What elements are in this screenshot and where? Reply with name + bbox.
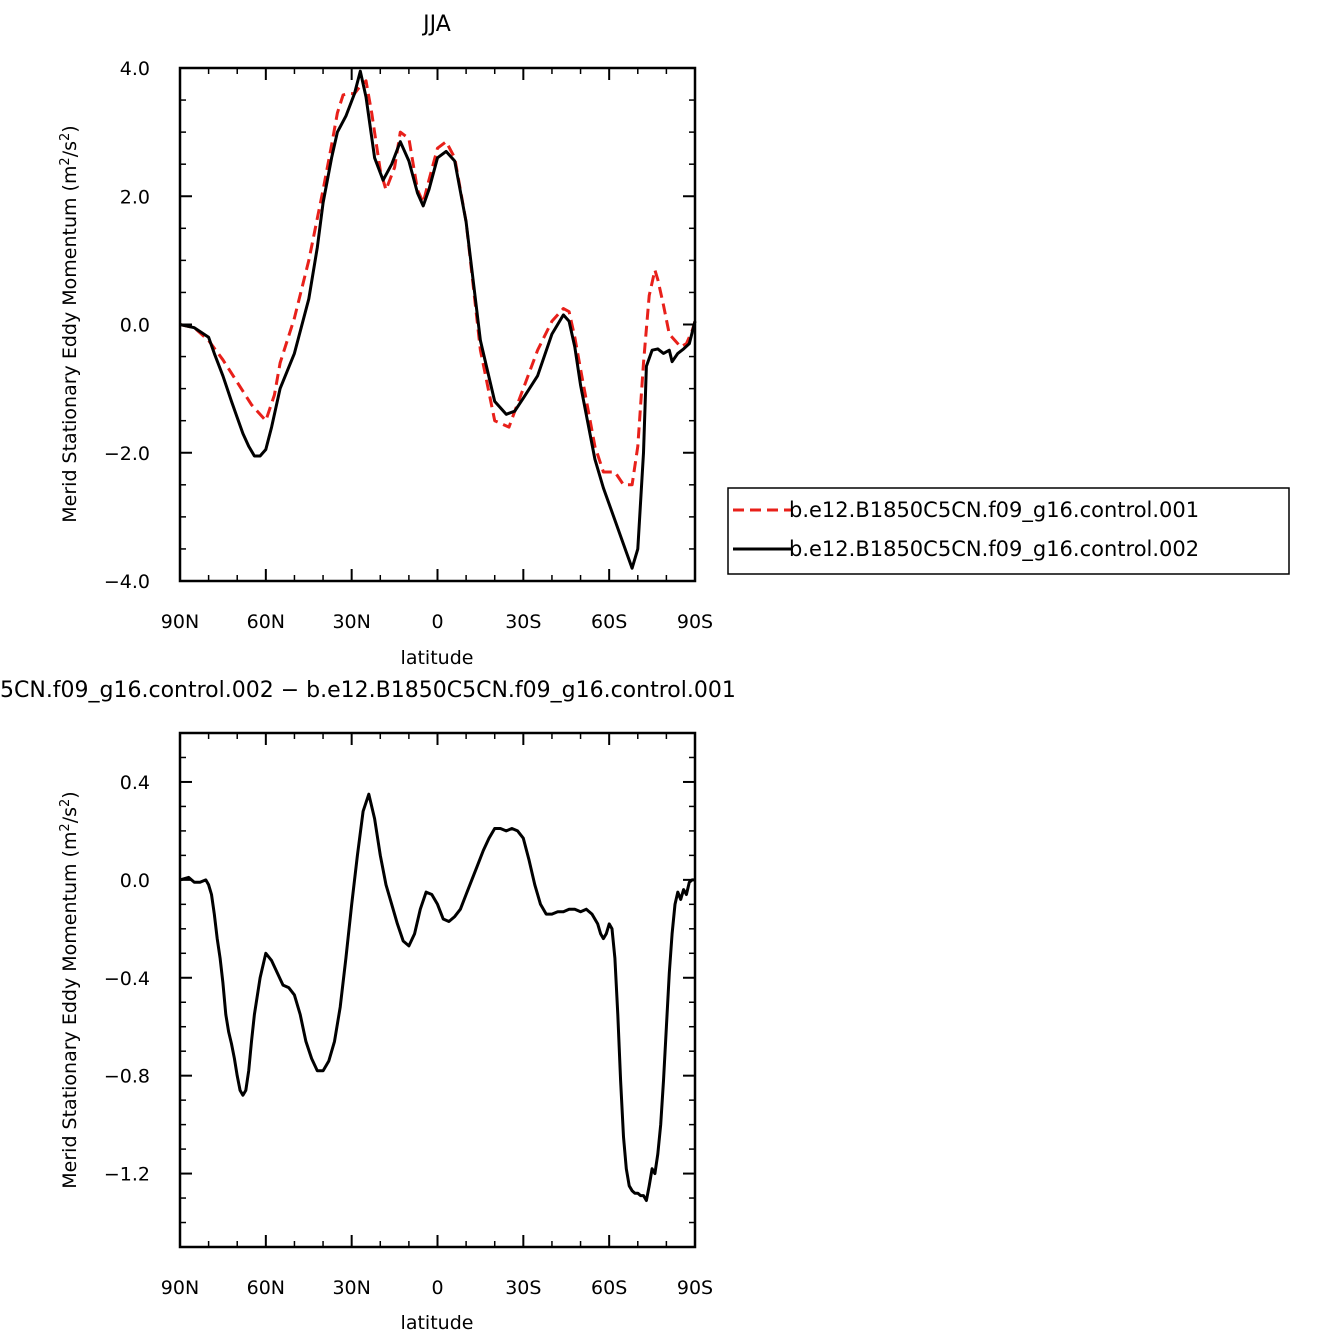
bottom-y-tick-label: −0.8 xyxy=(104,1066,150,1088)
bottom-x-axis-title: latitude xyxy=(401,1312,474,1334)
bottom-y-title-main: Merid Stationary Eddy Momentum (m xyxy=(59,832,81,1189)
bottom-y-tick-label: −1.2 xyxy=(104,1164,150,1186)
bottom-x-tick-labels: 90N 60N 30N 0 30S 60S 90S xyxy=(161,1277,713,1299)
bottom-series-line-1 xyxy=(179,792,695,1202)
legend-label-control-001: b.e12.B1850C5CN.f09_g16.control.001 xyxy=(789,498,1199,523)
top-ticks xyxy=(179,67,696,582)
bottom-x-tick-label: 60N xyxy=(247,1277,285,1299)
bottom-x-tick-label: 0 xyxy=(431,1277,443,1299)
bottom-x-tick-label: 30S xyxy=(505,1277,541,1299)
top-x-tick-label: 30N xyxy=(332,611,370,633)
top-y-title-mid: /s xyxy=(59,141,81,157)
top-y-title-end: ) xyxy=(59,125,81,132)
top-chart-title: JJA xyxy=(421,12,451,37)
top-y-title-sup: 2 xyxy=(58,157,73,165)
top-plot-frame xyxy=(178,66,697,583)
bottom-x-tick-label: 90N xyxy=(161,1277,199,1299)
bottom-y-tick-label: 0.4 xyxy=(120,772,150,794)
top-x-tick-label: 60S xyxy=(591,611,627,633)
top-x-tick-labels: 90N 60N 30N 0 30S 60S 90S xyxy=(161,611,713,633)
top-x-axis-title: latitude xyxy=(401,647,474,669)
bottom-chart-title: 5CN.f09_g16.control.002 − b.e12.B1850C5C… xyxy=(0,678,736,703)
top-y-axis-title: Merid Stationary Eddy Momentum (m2/s2) xyxy=(58,125,82,522)
legend-label-control-002: b.e12.B1850C5CN.f09_g16.control.002 xyxy=(789,537,1199,562)
top-y-tick-labels: −4.0 −2.0 0.0 2.0 4.0 xyxy=(104,58,150,593)
top-y-tick-label: 2.0 xyxy=(120,186,150,208)
bottom-y-tick-label: −0.4 xyxy=(104,968,150,990)
top-y-tick-label: −2.0 xyxy=(104,443,150,465)
bottom-x-tick-label: 30N xyxy=(332,1277,370,1299)
top-y-title-sup2: 2 xyxy=(58,133,73,141)
bottom-y-tick-labels: −1.2 −0.8 −0.4 0.0 0.4 xyxy=(104,772,150,1186)
bottom-y-axis-title: Merid Stationary Eddy Momentum (m2/s2) xyxy=(58,791,82,1188)
top-x-tick-label: 0 xyxy=(431,611,443,633)
bottom-y-tick-label: 0.0 xyxy=(120,870,150,892)
top-y-title-main: Merid Stationary Eddy Momentum (m xyxy=(59,166,81,523)
top-x-tick-label: 30S xyxy=(505,611,541,633)
bottom-y-title-sup2: 2 xyxy=(58,799,73,807)
bottom-y-title-mid: /s xyxy=(59,807,81,823)
top-x-tick-label: 60N xyxy=(247,611,285,633)
bottom-panel: 5CN.f09_g16.control.002 − b.e12.B1850C5C… xyxy=(0,678,736,1334)
top-y-tick-label: 0.0 xyxy=(120,315,150,337)
bottom-y-title-end: ) xyxy=(59,791,81,798)
bottom-ticks xyxy=(179,732,696,1248)
legend-box xyxy=(727,487,1290,575)
top-x-tick-label: 90N xyxy=(161,611,199,633)
legend: b.e12.B1850C5CN.f09_g16.control.001 b.e1… xyxy=(727,487,1290,575)
bottom-series-group xyxy=(179,792,695,1202)
bottom-x-tick-label: 90S xyxy=(677,1277,713,1299)
top-x-tick-label: 90S xyxy=(677,611,713,633)
top-series-line-2 xyxy=(179,69,697,570)
top-series-line-1 xyxy=(179,79,697,487)
top-panel: JJA −4.0−2.00.02.04.0 90N 60N 30N 0 30S 60S 90… xyxy=(58,12,714,669)
top-y-tick-label: 4.0 xyxy=(120,58,150,80)
top-series-group xyxy=(179,69,697,570)
bottom-y-title-sup: 2 xyxy=(58,823,73,831)
bottom-x-tick-label: 60S xyxy=(591,1277,627,1299)
top-y-tick-label: −4.0 xyxy=(104,571,150,593)
